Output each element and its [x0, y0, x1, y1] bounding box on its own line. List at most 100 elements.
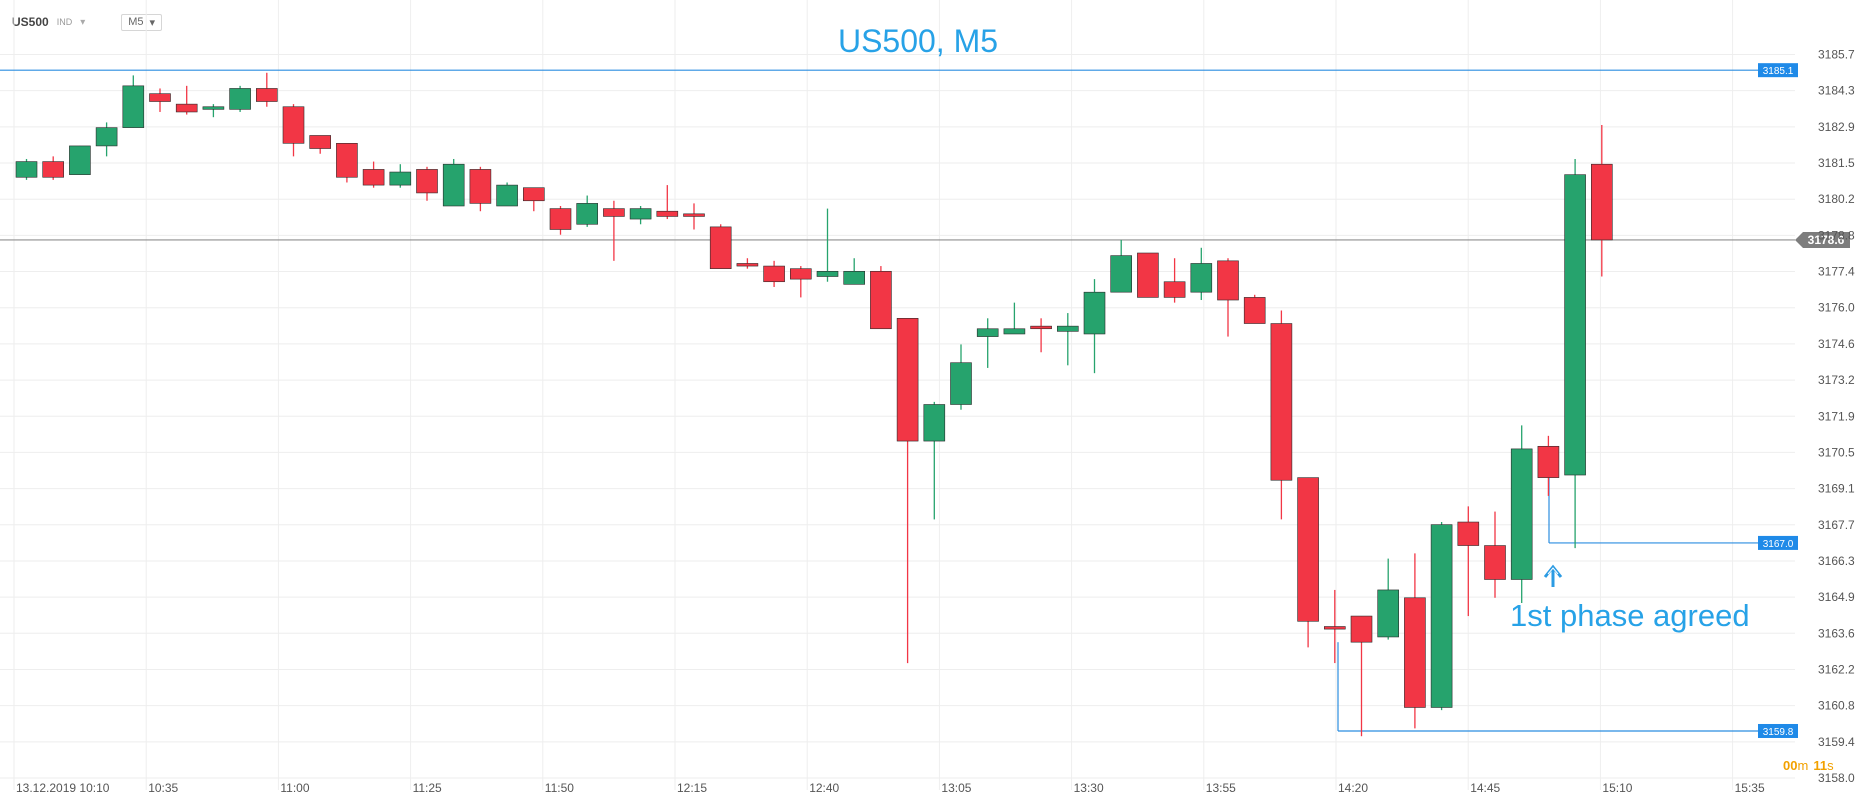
candle-bull — [1430, 524, 1453, 708]
grid — [0, 0, 1795, 790]
y-tick-label: 3164.9 — [1818, 590, 1855, 604]
candle-bull — [1510, 448, 1533, 580]
countdown-seconds: 11 — [1813, 758, 1827, 773]
candle-bull — [1083, 291, 1106, 335]
mid-level-label: 3167.0 — [1763, 539, 1794, 550]
candle-bear — [549, 208, 572, 230]
candle-bear — [1484, 545, 1506, 580]
y-tick-label: 3163.6 — [1818, 626, 1855, 640]
candle-bear — [469, 169, 492, 204]
chevron-down-icon[interactable]: ▾ — [80, 16, 86, 28]
candle-bear — [336, 143, 358, 178]
y-tick-label: 3170.5 — [1818, 445, 1855, 459]
candle-bull — [1564, 174, 1586, 476]
y-tick-label: 3176.0 — [1818, 301, 1855, 315]
x-tick-label: 13:30 — [1074, 781, 1104, 795]
candle-bear — [683, 213, 705, 217]
candle-bear — [1457, 521, 1480, 546]
top-level-tag — [1758, 63, 1798, 78]
y-tick-label: 3178.8 — [1818, 228, 1855, 242]
y-tick-label: 3177.4 — [1818, 265, 1855, 279]
x-tick-label: 10:35 — [148, 781, 178, 795]
candle-bear — [763, 265, 785, 283]
countdown-timer: 00m 11s — [1783, 758, 1834, 773]
candle-bear — [709, 226, 732, 269]
x-tick-label: 12:40 — [809, 781, 839, 795]
y-tick-label: 3185.7 — [1818, 48, 1855, 62]
arrow-up-icon — [1543, 564, 1563, 587]
candle-bull — [950, 362, 972, 405]
x-axis: 13.12.2019 10:10 10:35 11:00 11:25 11:50 12:1… — [16, 781, 1765, 795]
candle-bull — [122, 85, 145, 128]
x-tick-label: 13:55 — [1206, 781, 1236, 795]
annotation-text: 1st phase agreed — [1510, 598, 1750, 633]
candle-bull — [1110, 255, 1132, 293]
candle-bull — [816, 270, 839, 277]
horizontal-levels: 3185.1 3167.0 3159.8 3178.6 — [0, 63, 1850, 738]
timeframe-select[interactable]: M5 ▾ — [121, 13, 163, 31]
x-tick-label: 12:15 — [677, 781, 707, 795]
candle-bear — [1030, 325, 1052, 330]
candles — [15, 72, 1613, 737]
y-tick-label: 3184.3 — [1818, 84, 1855, 98]
candle-bear — [1243, 297, 1266, 324]
x-tick-label: 14:45 — [1470, 781, 1500, 795]
y-tick-label: 3160.8 — [1818, 699, 1855, 713]
y-tick-label: 3169.1 — [1818, 482, 1855, 496]
candle-bear — [149, 93, 171, 102]
candle-bull — [1377, 589, 1399, 638]
countdown-s: s — [1827, 758, 1834, 773]
candle-bull — [1003, 328, 1026, 335]
candle-bear — [1297, 477, 1319, 622]
x-tick-label: 13.12.2019 10:10 — [16, 781, 110, 795]
candle-bear — [1163, 281, 1186, 298]
candle-bear — [416, 169, 438, 194]
candle-bull — [95, 127, 118, 147]
candle-bull — [1190, 263, 1213, 293]
x-tick-label: 14:20 — [1338, 781, 1368, 795]
candle-bear — [255, 88, 278, 102]
y-tick-label: 3182.9 — [1818, 120, 1855, 134]
candle-bear — [282, 106, 305, 144]
candle-bear — [1404, 597, 1426, 708]
y-tick-label: 3174.6 — [1818, 337, 1855, 351]
candle-bear — [522, 187, 545, 202]
candle-bull — [442, 163, 465, 207]
y-tick-label: 3158.0 — [1818, 771, 1855, 785]
candle-bear — [603, 208, 625, 217]
candle-bull — [629, 208, 652, 220]
y-tick-label: 3162.2 — [1818, 662, 1855, 676]
current-price-tag — [1795, 231, 1850, 248]
low-level-label: 3159.8 — [1763, 727, 1794, 738]
candle-bull — [202, 106, 225, 110]
mid-level-tag — [1758, 535, 1798, 550]
candle-bull — [496, 184, 518, 207]
candle-bear — [1350, 615, 1373, 643]
x-tick-label: 15:35 — [1735, 781, 1765, 795]
candle-bear — [309, 135, 332, 149]
candle-bull — [576, 203, 599, 225]
y-axis: 3185.7 3184.3 3182.9 3181.5 3180.2 3178.8 3177… — [1818, 48, 1855, 786]
candle-bear — [870, 270, 892, 330]
candle-bear — [656, 210, 679, 217]
candle-bear — [736, 263, 759, 267]
low-level-tag — [1758, 723, 1798, 738]
top-level-label: 3185.1 — [1763, 66, 1794, 77]
x-tick-label: 11:25 — [413, 781, 442, 795]
candle-bull — [843, 270, 866, 285]
symbol-label[interactable]: US500 — [12, 15, 49, 29]
countdown-minutes: 00 — [1783, 758, 1797, 773]
candle-bull — [976, 328, 999, 337]
candle-bear — [175, 103, 198, 113]
candle-bear — [1137, 252, 1159, 298]
y-tick-label: 3171.9 — [1818, 409, 1855, 423]
timeframe-label: M5 — [128, 16, 144, 28]
candle-bull — [229, 88, 251, 110]
candle-bear — [1591, 163, 1613, 241]
instrument-badge: IND — [56, 17, 73, 27]
y-tick-label: 3166.3 — [1818, 554, 1855, 568]
countdown-m: m — [1797, 758, 1808, 773]
x-tick-label: 15:10 — [1602, 781, 1632, 795]
